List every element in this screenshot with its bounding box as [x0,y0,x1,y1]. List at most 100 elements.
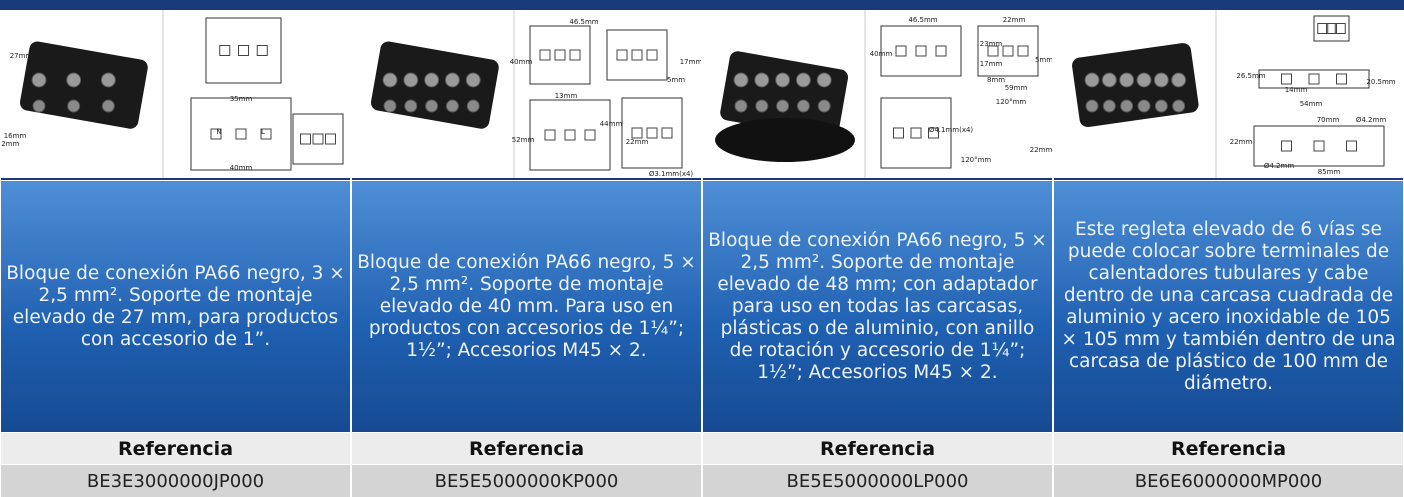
drawing-cell [569,49,581,61]
product-column: 26.5mm 14mm 54mm 20.5mm 70mm Ø4.2mm 22mm Ø4.2mm… [1054,10,1403,497]
drawing-outline [292,113,344,165]
description-cell: Bloque de conexión PA66 negro, 5 × 2,5 m… [352,180,701,433]
dimension-label: 54mm [1300,100,1323,108]
dimension-label: 17mm [680,58,701,66]
screw [754,72,770,88]
image-row: 27mm 35mm 16mm22mm 40mm N L [1,10,350,180]
description-cell: Este regleta elevado de 6 vías se puede … [1054,180,1403,433]
drawing-outline [880,25,962,77]
drawing-cell [1346,140,1357,152]
product-photo [370,41,499,129]
reference-header: Referencia [352,432,701,464]
product-photo [1072,43,1199,128]
dimension-label: 85mm [1318,168,1341,176]
drawing-cell [616,49,628,61]
screw [734,99,748,113]
reference-code: BE5E5000000KP000 [352,464,701,497]
base-ring [715,118,855,162]
drawing-outline [529,25,591,85]
dimension-label: N [216,128,221,136]
drawing-cell [646,49,658,61]
screw [1102,99,1116,113]
screw [424,72,440,88]
screw [816,72,832,88]
reference-code: BE3E3000000JP000 [1,464,350,497]
reference-code: BE5E5000000LP000 [703,464,1052,497]
dimension-label: 8mm [987,76,1005,84]
dimension-label: 27mm [10,52,33,60]
screw [733,72,749,88]
dimension-label: 44mm [600,120,623,128]
screw [425,99,439,113]
drawing-cell [1326,23,1337,34]
drawing-cell [910,127,922,139]
block-body [720,51,849,139]
drawing-cell [1334,23,1346,34]
drawing-cell [1336,73,1347,85]
screw [1085,99,1099,113]
image-row: 26.5mm 14mm 54mm 20.5mm 70mm Ø4.2mm 22mm Ø4.2mm… [1054,10,1403,180]
drawing-cell [646,127,658,139]
dimension-label: 23mm [980,40,1003,48]
drawing-cell [325,133,336,145]
screw [383,99,397,113]
drawing-cell [564,129,576,141]
screw [1136,72,1152,88]
description: Bloque de conexión PA66 negro, 5 × 2,5 m… [357,252,696,361]
screw [1171,72,1187,88]
drawing-cell [210,128,222,140]
screw [31,72,47,88]
dimension-label: 5mm [667,76,685,84]
image-row: 46.5mm 40mm 17mm 5mm 13mm 44mm 52mm 22mm Ø3.1mm(… [352,10,701,180]
description-cell: Bloque de conexión PA66 negro, 3 × 2,5 m… [1,180,350,433]
product-column: 46.5mm 22mm 40mm 23mm 17mm 8mm 5mm 59mm Ø4.1mm(x… [703,10,1052,497]
drawing-outline [1258,69,1370,89]
screw [465,72,481,88]
product-images: 46.5mm 40mm 17mm 5mm 13mm 44mm 52mm 22mm Ø3.1mm(… [370,10,701,178]
dimension-label: 16mm [4,132,27,140]
dimension-label: 52mm [512,136,535,144]
screw [1120,99,1134,113]
screw [445,99,459,113]
product-images: 46.5mm 22mm 40mm 23mm 17mm 8mm 5mm 59mm Ø4.1mm(x… [715,10,1052,178]
screw [1119,72,1135,88]
screw [100,72,116,88]
dimension-label: Ø4.2mm [1264,162,1294,170]
product-photo [19,41,148,129]
drawing-cell [893,127,904,139]
drawing-cell [238,45,249,56]
screw [404,99,418,113]
screw [817,99,831,113]
drawing-cell [631,127,643,139]
screw [1101,72,1117,88]
reference-header: Referencia [1,432,350,464]
dimension-label: 22mm [626,138,649,146]
screw [466,99,480,113]
dimension-label: Ø3.1mm(x4) [649,170,694,178]
product-images: 27mm 35mm 16mm22mm 40mm N L [1,10,344,178]
dimension-label: 59mm [1005,84,1028,92]
description: Bloque de conexión PA66 negro, 5 × 2,5 m… [708,230,1047,383]
dimension-label: L [261,128,265,136]
dimension-label: 120°mm [961,156,992,164]
screw [796,99,810,113]
drawing-cell [260,128,272,140]
dimension-label: 20.5mm [1366,78,1395,86]
dimension-label: 17mm [980,60,1003,68]
drawing-cell [1281,140,1292,152]
dimension-label: 22mm [1230,138,1253,146]
dimension-label: 22mm [1,140,19,148]
product-column: 46.5mm 40mm 17mm 5mm 13mm 44mm 52mm 22mm Ø3.1mm(… [352,10,701,497]
drawing-outline [606,29,668,81]
dimension-label: 22mm [1030,146,1052,154]
dimension-label: 40mm [510,58,533,66]
dimension-label: Ø4.1mm(x4) [929,126,974,134]
image-row: 46.5mm 22mm 40mm 23mm 17mm 8mm 5mm 59mm Ø4.1mm(x… [703,10,1052,180]
dimension-label: 40mm [230,164,253,172]
reference-header: Referencia [1054,432,1403,464]
drawing-cell [1002,45,1014,57]
screw [1084,72,1100,88]
drawing-outline [529,99,611,171]
dimension-label: 5mm [1035,56,1052,64]
